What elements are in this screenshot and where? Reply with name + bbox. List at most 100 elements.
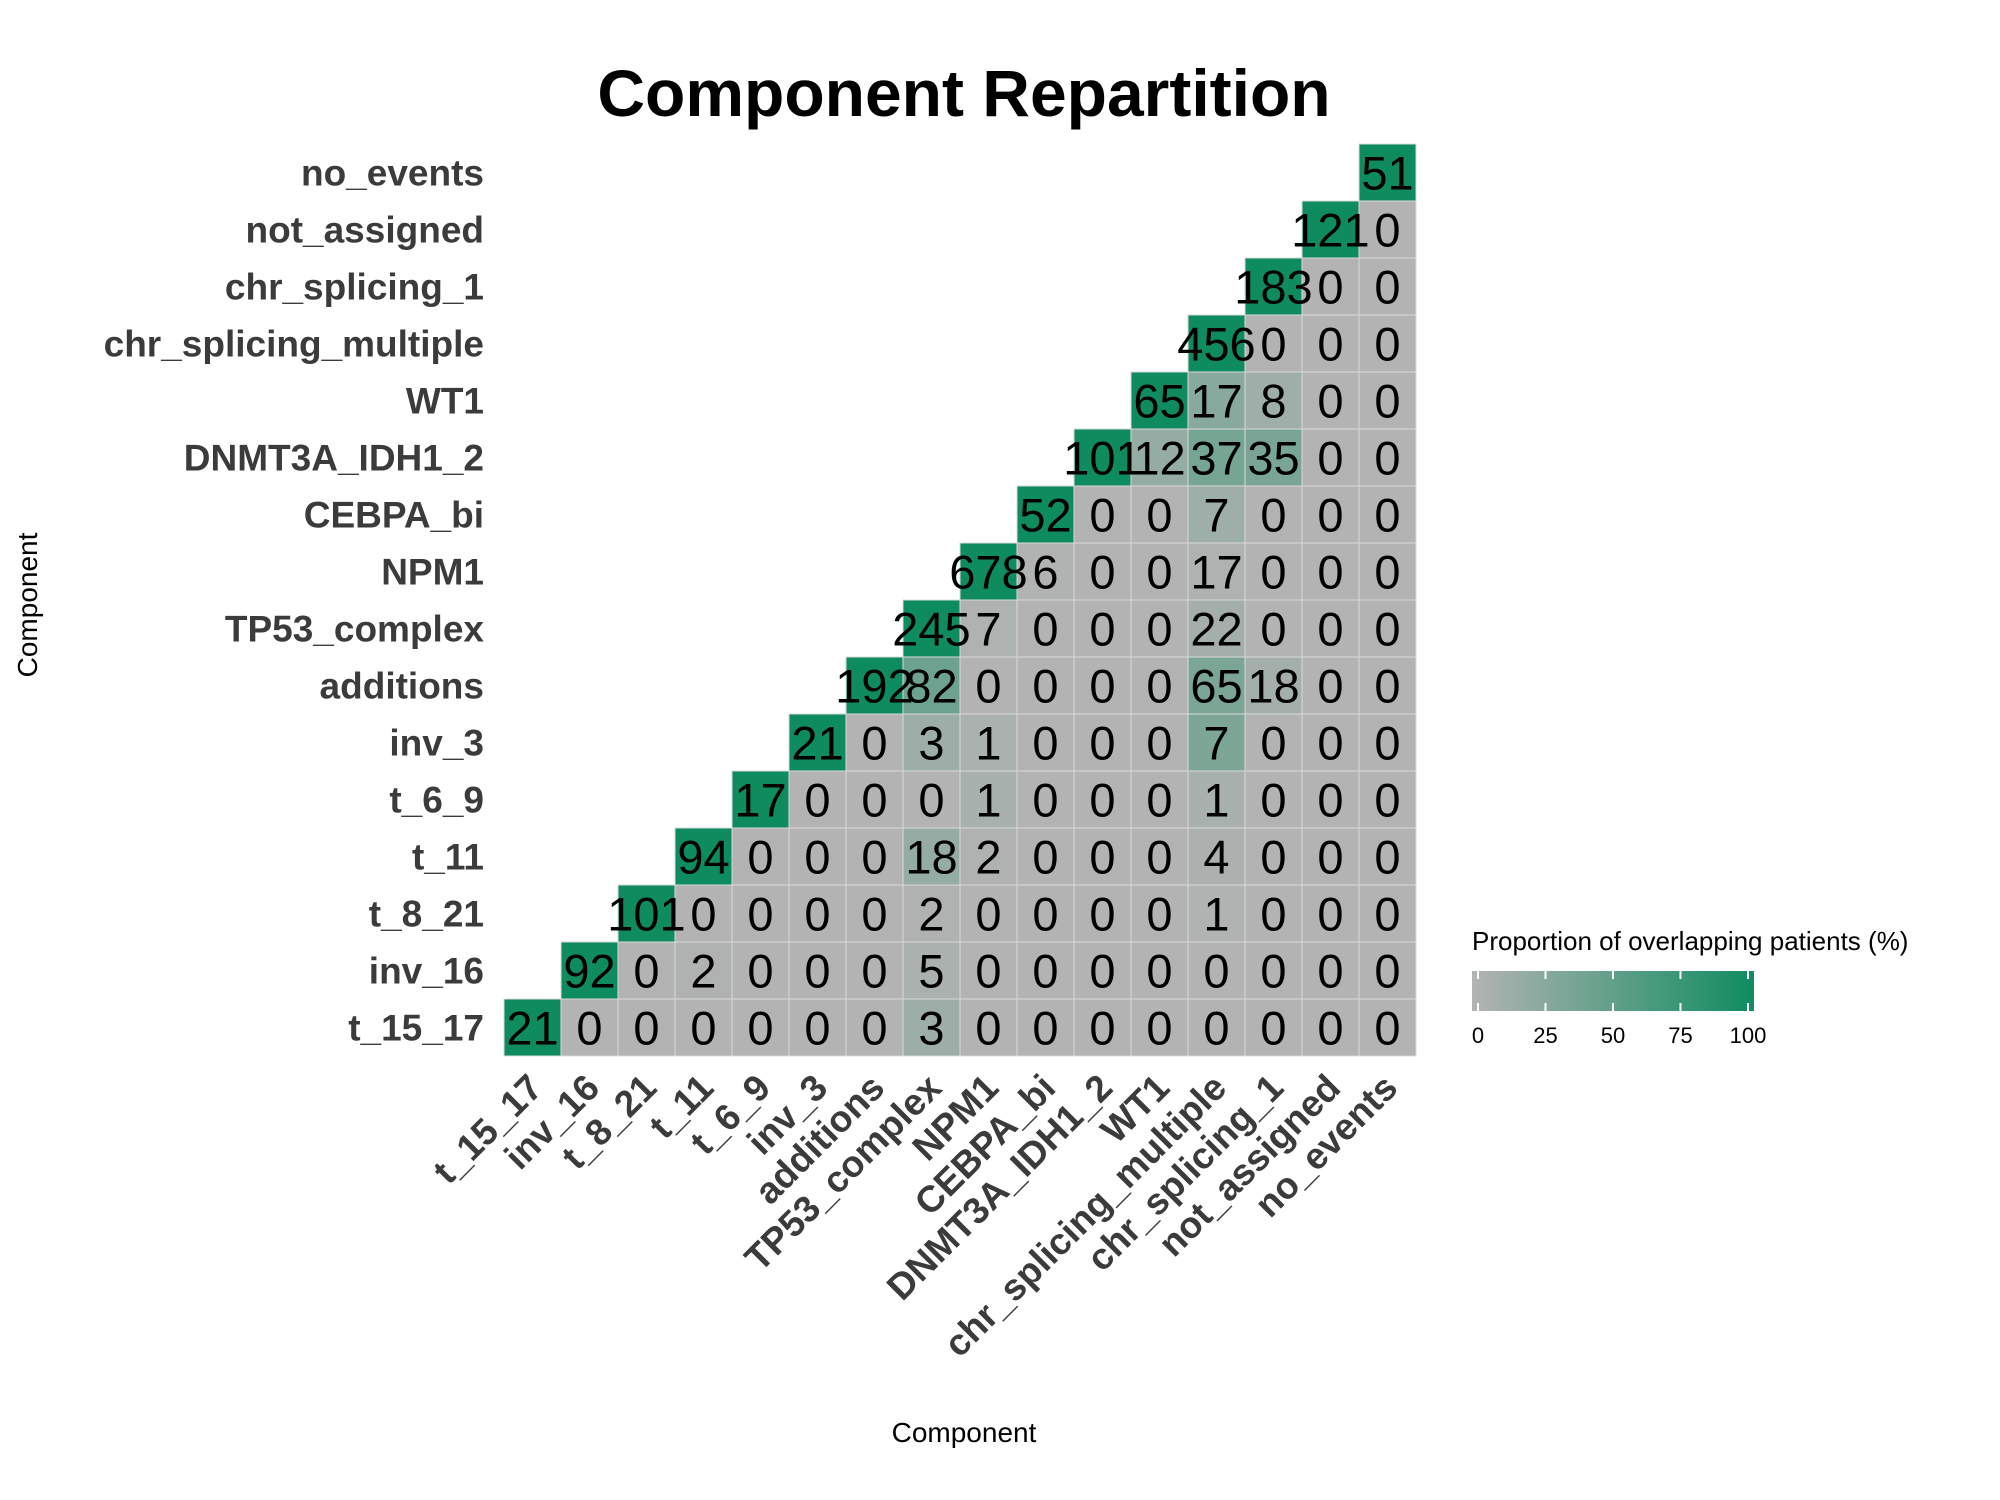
heatmap-cell-inv-16-wt1: [1130, 941, 1189, 1000]
cell-value-t-11-cebpa-bi: 0: [1032, 831, 1058, 884]
cell-value-t-6-9-t-6-9: 17: [734, 774, 786, 827]
cell-value-dnmt3a-idh1-2-chr-splicing-multiple: 37: [1190, 432, 1242, 485]
cell-value-t-6-9-chr-splicing-multiple: 1: [1203, 774, 1229, 827]
cell-value-inv-16-cebpa-bi: 0: [1032, 945, 1058, 998]
cell-value-chr-splicing-multiple-chr-splicing-multiple: 456: [1177, 318, 1255, 371]
cell-value-additions-cebpa-bi: 0: [1032, 660, 1058, 713]
y-tick-no-events: no_events: [301, 153, 484, 194]
heatmap-cell-dnmt3a-idh1-2-no-events: [1358, 428, 1417, 487]
cell-value-t-8-21-chr-splicing-multiple: 1: [1203, 888, 1229, 941]
cell-value-t-6-9-not-assigned: 0: [1317, 774, 1343, 827]
heatmap-cell-inv-16-cebpa-bi: [1016, 941, 1075, 1000]
cell-value-t-15-17-npm1: 0: [975, 1002, 1001, 1055]
heatmap-cell-t-15-17-no-events: [1358, 998, 1417, 1057]
heatmap-cell-t-6-9-chr-splicing-1: [1244, 770, 1303, 829]
heatmap-cell-npm1-dnmt3a-idh1-2: [1073, 542, 1132, 601]
heatmap-cell-inv-3-tp53-complex: [902, 713, 961, 772]
heatmap-cell-inv-16-inv-3: [788, 941, 847, 1000]
cell-value-wt1-chr-splicing-1: 8: [1260, 375, 1286, 428]
cell-value-not-assigned-no-events: 0: [1374, 204, 1400, 257]
heatmap-cell-t-15-17-tp53-complex: [902, 998, 961, 1057]
heatmap-cell-not-assigned-not-assigned: [1301, 200, 1360, 259]
heatmap-cell-npm1-chr-splicing-multiple: [1187, 542, 1246, 601]
cell-value-dnmt3a-idh1-2-chr-splicing-1: 35: [1247, 432, 1299, 485]
cell-value-tp53-complex-not-assigned: 0: [1317, 603, 1343, 656]
heatmap-cell-t-6-9-tp53-complex: [902, 770, 961, 829]
heatmap-cell-t-6-9-wt1: [1130, 770, 1189, 829]
heatmap-cell-t-15-17-inv-16: [560, 998, 619, 1057]
heatmap-cell-inv-3-cebpa-bi: [1016, 713, 1075, 772]
cell-value-cebpa-bi-cebpa-bi: 52: [1019, 489, 1071, 542]
y-tick-cebpa-bi: CEBPA_bi: [304, 495, 484, 536]
heatmap-cell-inv-16-tp53-complex: [902, 941, 961, 1000]
cell-value-t-8-21-not-assigned: 0: [1317, 888, 1343, 941]
heatmap-cell-wt1-chr-splicing-1: [1244, 371, 1303, 430]
heatmap-cell-inv-16-inv-16: [560, 941, 619, 1000]
heatmap-cell-dnmt3a-idh1-2-not-assigned: [1301, 428, 1360, 487]
heatmap-cell-t-8-21-chr-splicing-multiple: [1187, 884, 1246, 943]
chart-title: Component Repartition: [597, 56, 1330, 130]
cell-value-wt1-not-assigned: 0: [1317, 375, 1343, 428]
cell-value-npm1-not-assigned: 0: [1317, 546, 1343, 599]
heatmap-cell-t-15-17-wt1: [1130, 998, 1189, 1057]
cell-value-inv-3-tp53-complex: 3: [918, 717, 944, 770]
cell-value-dnmt3a-idh1-2-no-events: 0: [1374, 432, 1400, 485]
cell-value-inv-3-npm1: 1: [975, 717, 1001, 770]
cell-value-t-15-17-not-assigned: 0: [1317, 1002, 1343, 1055]
x-axis-title: Component: [892, 1417, 1037, 1448]
heatmap-cell-additions-chr-splicing-multiple: [1187, 656, 1246, 715]
y-tick-t-6-9: t_6_9: [389, 780, 484, 821]
heatmap-cell-t-6-9-inv-3: [788, 770, 847, 829]
cell-value-t-15-17-tp53-complex: 3: [918, 1002, 944, 1055]
cell-value-inv-3-inv-3: 21: [791, 717, 843, 770]
cell-value-t-8-21-t-6-9: 0: [747, 888, 773, 941]
y-tick-t-15-17: t_15_17: [348, 1008, 484, 1049]
cell-value-t-11-t-6-9: 0: [747, 831, 773, 884]
legend-title: Proportion of overlapping patients (%): [1472, 926, 1908, 956]
cell-value-t-8-21-npm1: 0: [975, 888, 1001, 941]
cell-value-inv-3-chr-splicing-multiple: 7: [1203, 717, 1229, 770]
cell-value-t-8-21-t-8-21: 101: [607, 888, 685, 941]
cell-value-t-15-17-inv-16: 0: [576, 1002, 602, 1055]
heatmap-cell-inv-16-chr-splicing-1: [1244, 941, 1303, 1000]
heatmap-cell-t-15-17-cebpa-bi: [1016, 998, 1075, 1057]
y-tick-chr-splicing-multiple: chr_splicing_multiple: [104, 324, 484, 365]
heatmap-cell-additions-additions: [845, 656, 904, 715]
cell-value-inv-3-additions: 0: [861, 717, 887, 770]
color-legend: Proportion of overlapping patients (%) 0…: [1472, 926, 1909, 1048]
y-axis-title: Component: [12, 532, 43, 677]
y-tick-wt1: WT1: [406, 381, 484, 422]
heatmap-cell-t-11-t-6-9: [731, 827, 790, 886]
heatmap-cell-additions-dnmt3a-idh1-2: [1073, 656, 1132, 715]
cell-value-inv-16-t-6-9: 0: [747, 945, 773, 998]
cell-value-t-6-9-inv-3: 0: [804, 774, 830, 827]
heatmap-cell-no-events-no-events: [1358, 143, 1417, 202]
legend-tick-75: 75: [1668, 1023, 1692, 1048]
cell-value-t-11-wt1: 0: [1146, 831, 1172, 884]
y-tick-chr-splicing-1: chr_splicing_1: [225, 267, 484, 308]
cell-value-npm1-dnmt3a-idh1-2: 0: [1089, 546, 1115, 599]
cell-value-wt1-wt1: 65: [1133, 375, 1185, 428]
heatmap-cell-t-11-dnmt3a-idh1-2: [1073, 827, 1132, 886]
heatmap-cell-inv-3-npm1: [959, 713, 1018, 772]
heatmap-cell-t-8-21-no-events: [1358, 884, 1417, 943]
cell-value-t-8-21-dnmt3a-idh1-2: 0: [1089, 888, 1115, 941]
cell-value-t-15-17-cebpa-bi: 0: [1032, 1002, 1058, 1055]
heatmap-cell-additions-wt1: [1130, 656, 1189, 715]
legend-tick-25: 25: [1533, 1023, 1557, 1048]
cell-value-inv-16-npm1: 0: [975, 945, 1001, 998]
cell-value-tp53-complex-no-events: 0: [1374, 603, 1400, 656]
y-axis-ticks: t_15_17 inv_16 t_8_21 t_11 t_6_9 inv_3 additio…: [104, 153, 485, 1049]
cell-value-inv-16-no-events: 0: [1374, 945, 1400, 998]
cell-value-tp53-complex-chr-splicing-multiple: 22: [1190, 603, 1242, 656]
heatmap-cell-inv-3-wt1: [1130, 713, 1189, 772]
cell-value-cebpa-bi-chr-splicing-multiple: 7: [1203, 489, 1229, 542]
cell-value-dnmt3a-idh1-2-wt1: 12: [1133, 432, 1185, 485]
heatmap-cell-cebpa-bi-wt1: [1130, 485, 1189, 544]
cell-value-t-11-t-11: 94: [677, 831, 729, 884]
cell-value-t-11-additions: 0: [861, 831, 887, 884]
cell-value-additions-npm1: 0: [975, 660, 1001, 713]
cell-value-additions-tp53-complex: 82: [905, 660, 957, 713]
cell-value-t-11-npm1: 2: [975, 831, 1001, 884]
